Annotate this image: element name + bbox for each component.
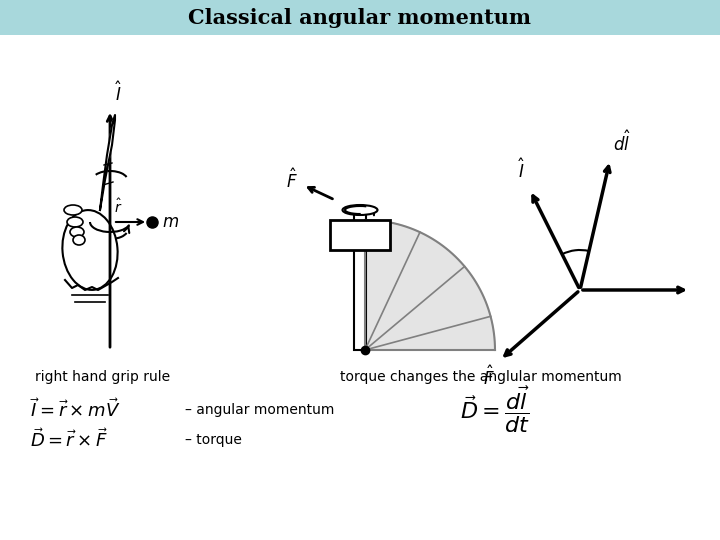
Ellipse shape: [63, 210, 117, 290]
Text: $m$: $m$: [162, 213, 179, 231]
Text: – angular momentum: – angular momentum: [185, 403, 334, 417]
Text: $\vec{I} = \vec{r} \times m\vec{V}$: $\vec{I} = \vec{r} \times m\vec{V}$: [30, 399, 120, 421]
Text: $\hat{F}$: $\hat{F}$: [483, 365, 495, 389]
FancyBboxPatch shape: [330, 220, 390, 250]
Ellipse shape: [67, 217, 83, 227]
Ellipse shape: [64, 205, 82, 215]
FancyBboxPatch shape: [354, 220, 366, 350]
Text: $\vec{D} = \vec{r} \times \vec{F}$: $\vec{D} = \vec{r} \times \vec{F}$: [30, 429, 108, 451]
FancyBboxPatch shape: [0, 0, 720, 35]
Text: $d\hat{l}$: $d\hat{l}$: [613, 131, 631, 155]
Text: $\hat{I}$: $\hat{I}$: [518, 158, 525, 182]
Text: $\hat{r}$: $\hat{r}$: [114, 198, 122, 216]
Text: Classical angular momentum: Classical angular momentum: [189, 8, 531, 28]
Text: $\vec{D} = \dfrac{d\vec{l}}{dt}$: $\vec{D} = \dfrac{d\vec{l}}{dt}$: [460, 385, 530, 435]
Ellipse shape: [73, 235, 85, 245]
Polygon shape: [365, 220, 495, 350]
Ellipse shape: [343, 205, 377, 215]
FancyBboxPatch shape: [354, 210, 366, 235]
Text: $\hat{F}$: $\hat{F}$: [287, 168, 298, 192]
Text: torque changes the anglular momentum: torque changes the anglular momentum: [340, 370, 622, 384]
Ellipse shape: [70, 227, 84, 237]
Text: – torque: – torque: [185, 433, 242, 447]
Text: $\hat{I}$: $\hat{I}$: [115, 82, 122, 105]
Polygon shape: [100, 115, 115, 210]
Text: right hand grip rule: right hand grip rule: [35, 370, 170, 384]
